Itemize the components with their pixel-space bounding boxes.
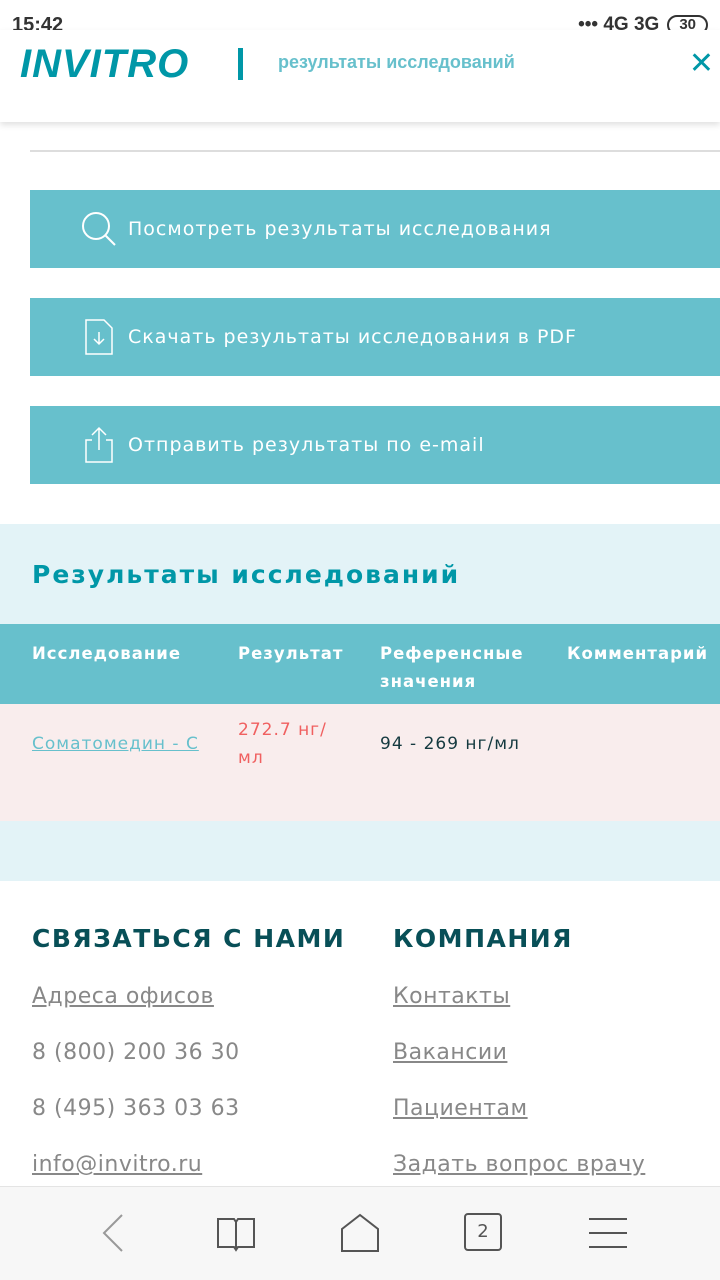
back-icon[interactable] (100, 1213, 126, 1257)
search-icon (82, 212, 116, 246)
col-test: Исследование (32, 644, 182, 663)
offices-link[interactable]: Адреса офисов (32, 984, 214, 1009)
col-comment: Комментарий (567, 644, 709, 663)
contact-title: СВЯЗАТЬСЯ С НАМИ (32, 924, 346, 953)
invitro-logo[interactable]: INVITRO (20, 42, 190, 86)
menu-icon[interactable] (589, 1213, 627, 1257)
phone-1[interactable]: 8 (800) 200 36 30 (32, 1040, 240, 1065)
share-icon (85, 426, 113, 463)
download-pdf-button[interactable]: Скачать результаты исследования в PDF (30, 298, 720, 376)
results-section: Результаты исследований Исследование Рез… (0, 524, 720, 881)
email-results-button[interactable]: Отправить результаты по e-mail (30, 406, 720, 484)
bookmarks-icon[interactable] (216, 1213, 256, 1257)
close-icon[interactable]: ✕ (688, 46, 714, 81)
header: INVITRO результаты исследований ✕ (0, 30, 720, 122)
reference-value: 94 - 269 нг/мл (380, 734, 520, 754)
result-value: 272.7 нг/мл (238, 720, 327, 768)
table-row: Соматомедин - С 272.7 нг/мл 94 - 269 нг/… (0, 704, 720, 821)
divider (30, 150, 720, 152)
col-result: Результат (238, 644, 344, 663)
tabs-button[interactable]: 2 (464, 1213, 502, 1251)
patients-link[interactable]: Пациентам (393, 1096, 528, 1121)
page-title: результаты исследований (278, 52, 515, 72)
contacts-link[interactable]: Контакты (393, 984, 511, 1009)
pdf-download-icon (85, 319, 113, 355)
results-title: Результаты исследований (32, 560, 461, 589)
home-icon[interactable] (340, 1213, 380, 1257)
logo-divider (238, 48, 243, 80)
col-reference: Референсные значения (380, 644, 524, 691)
vacancies-link[interactable]: Вакансии (393, 1040, 508, 1065)
phone-2[interactable]: 8 (495) 363 03 63 (32, 1096, 240, 1121)
ask-doctor-link[interactable]: Задать вопрос врачу (393, 1152, 646, 1177)
email-link[interactable]: info@invitro.ru (32, 1152, 203, 1177)
signal-icons: ••• 4G 3G (578, 14, 660, 35)
test-link[interactable]: Соматомедин - С (32, 734, 199, 754)
browser-nav-bar: 2 (0, 1186, 720, 1280)
table-header: Исследование Результат Референсные значе… (0, 624, 720, 704)
view-results-button[interactable]: Посмотреть результаты исследования (30, 190, 720, 268)
company-title: КОМПАНИЯ (393, 924, 573, 953)
